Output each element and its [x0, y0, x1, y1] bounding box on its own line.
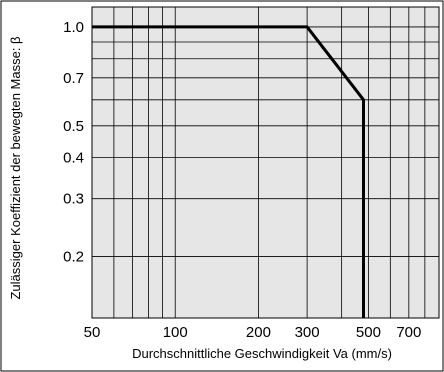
y-tick-label: 0.4	[63, 150, 84, 167]
plot-area	[91, 6, 440, 319]
y-axis-ticks: 1.0 0.7 0.5 0.4 0.3 0.2	[63, 19, 84, 266]
x-tick-label: 700	[396, 324, 421, 341]
y-axis-title: Zulässiger Koeffizient der bewegten Mass…	[8, 36, 23, 299]
x-tick-label: 50	[84, 324, 101, 341]
grid	[91, 7, 440, 318]
y-tick-label: 0.7	[63, 70, 84, 87]
x-axis-title: Durchschnittliche Geschwindigkeit Va (mm…	[132, 346, 392, 361]
x-tick-label: 300	[295, 324, 320, 341]
y-tick-label: 0.5	[63, 118, 84, 135]
y-tick-label: 0.3	[63, 191, 84, 208]
y-tick-label: 0.2	[63, 249, 84, 266]
series-line	[92, 25, 365, 318]
y-tick-label: 1.0	[63, 19, 84, 36]
x-tick-label: 500	[356, 324, 381, 341]
x-tick-label: 200	[246, 324, 271, 341]
x-axis-ticks: 50 100 200 300 500 700	[84, 324, 422, 341]
x-tick-label: 100	[163, 324, 188, 341]
series-layer	[92, 25, 365, 318]
